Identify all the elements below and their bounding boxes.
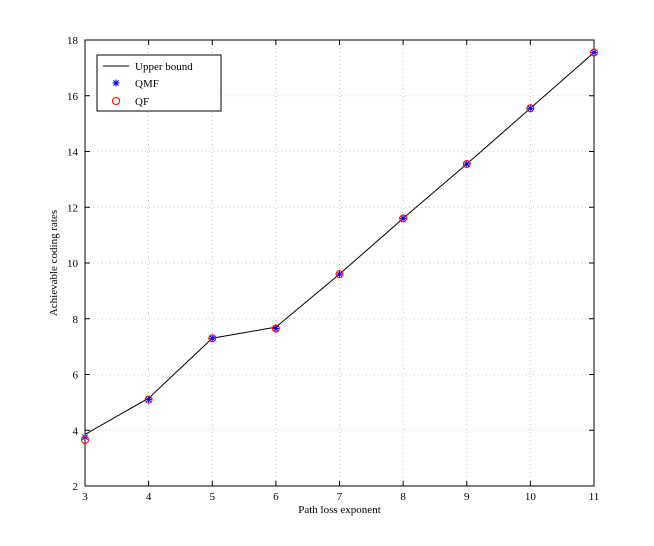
legend-entry-upper-bound: Upper bound	[135, 61, 193, 73]
star-stroke	[400, 215, 407, 222]
y-tick-label: 4	[73, 425, 79, 437]
data-point-qmf	[463, 160, 471, 168]
x-tick-label: 8	[400, 491, 406, 503]
star-stroke	[527, 105, 534, 112]
y-tick-label: 2	[73, 481, 79, 493]
star-stroke	[272, 325, 279, 332]
axis-ticks: 3 4 5 6 7 8 9 10 11 2 4 6 8 10 12 14 16 18	[67, 35, 599, 503]
data-point-qmf	[272, 325, 280, 333]
y-tick-label: 8	[73, 314, 79, 326]
data-point-qf	[399, 214, 408, 223]
legend-star-marker	[112, 79, 120, 87]
data-point-qf	[81, 436, 89, 445]
data-point-qf	[144, 395, 153, 404]
data-point-qmf	[208, 334, 216, 342]
x-tick-label: 7	[337, 491, 343, 503]
x-tick-label: 10	[525, 491, 537, 503]
legend-swatch-qmf	[112, 79, 120, 87]
y-tick-label: 16	[67, 91, 79, 103]
star-stroke	[113, 80, 119, 86]
data-point-qf	[335, 270, 344, 279]
data-point-qmf	[526, 104, 534, 112]
data-point-qf	[590, 48, 598, 57]
data-point-qf	[526, 104, 535, 113]
data-point-qf	[462, 160, 471, 169]
x-tick-label: 9	[464, 491, 470, 503]
star-stroke	[463, 161, 470, 167]
x-tick-label: 5	[210, 491, 216, 503]
data-point-qmf	[590, 49, 598, 57]
legend-swatch-qf	[112, 97, 120, 105]
star-stroke	[591, 49, 597, 56]
star-stroke	[82, 434, 88, 441]
data-point-qmf	[145, 396, 153, 404]
legend: Upper bound QMF QF	[96, 54, 222, 112]
y-tick-label: 10	[67, 258, 79, 270]
legend-entry-qmf: QMF	[135, 78, 159, 90]
data-point-qmf	[399, 214, 407, 222]
star-stroke	[145, 396, 152, 403]
star-stroke	[209, 335, 216, 342]
x-tick-label: 4	[146, 491, 152, 503]
x-axis-label: Path loss exponent	[298, 504, 381, 516]
data-point-qf	[271, 324, 280, 333]
x-tick-label: 3	[82, 491, 88, 503]
y-tick-label: 12	[67, 202, 78, 214]
data-point-qmf	[336, 270, 343, 278]
star-stroke	[336, 271, 343, 278]
legend-entry-qf: QF	[135, 96, 149, 108]
y-axis-label: Achievable coding rates	[48, 210, 60, 316]
y-tick-label: 18	[67, 35, 79, 47]
x-tick-label: 11	[589, 491, 600, 503]
data-point-qf	[208, 334, 217, 343]
series-layer	[81, 48, 598, 445]
x-tick-label: 6	[273, 491, 279, 503]
y-tick-label: 6	[73, 370, 79, 382]
y-tick-label: 14	[67, 147, 79, 159]
